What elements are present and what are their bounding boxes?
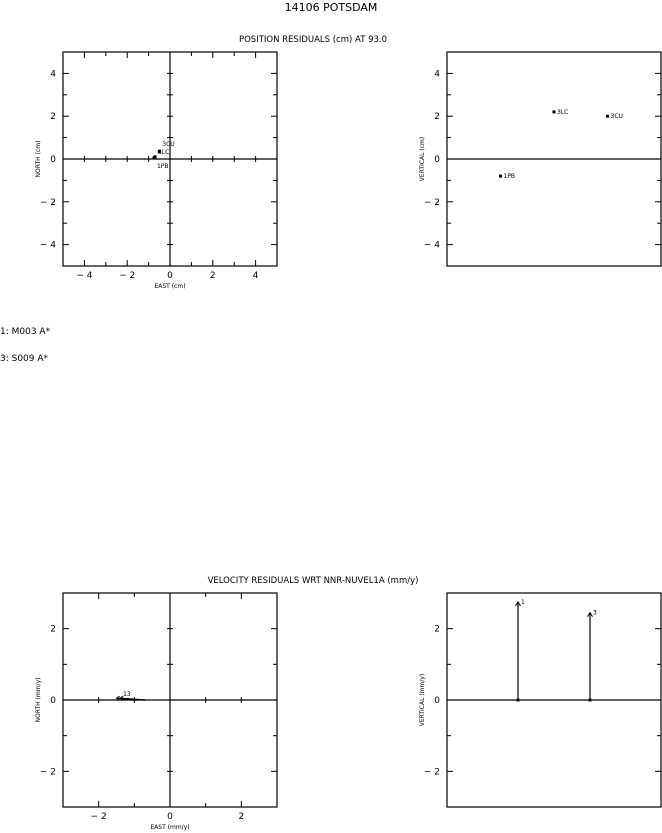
data-point-3CU [157,150,161,154]
x-tick-label: 0 [167,812,173,822]
point-label-3CU: 3CU [162,141,174,148]
point-label-3LC: 3LC [158,149,169,156]
vector-origin [516,698,520,702]
y-tick-label: 0 [50,696,56,706]
station-legend: 1: M003 A* 3: S009 A* [0,310,50,373]
point-label-1PB: 1PB [504,173,516,180]
y-tick-label: 0 [50,155,56,165]
y-tick-label: − 4 [40,241,56,251]
velocity-title: VELOCITY RESIDUALS WRT NNR-NUVEL1A (mm/y… [208,576,419,586]
x-tick-label: − 2 [119,271,135,281]
y-axis-label: VERTICAL (cm) [419,137,426,181]
y-tick-label: 0 [434,155,440,165]
y-tick-label: 2 [434,112,440,122]
arrowhead-1 [515,600,521,607]
arrowhead-3 [119,695,124,701]
y-tick-label: − 2 [40,767,56,777]
arrowhead-1 [115,695,120,701]
point-label-3LC: 3LC [557,109,568,116]
y-tick-label: − 2 [424,767,440,777]
legend-item: 1: M003 A* [0,327,51,337]
x-tick-label: − 2 [91,812,107,822]
y-tick-label: 4 [434,69,440,79]
y-tick-label: 2 [50,112,56,122]
x-tick-label: 2 [210,271,216,281]
point-label-1PB: 1PB [157,163,169,170]
y-tick-label: 0 [434,696,440,706]
vector-labels: 13 [123,691,131,698]
x-tick-label: 2 [238,812,244,822]
data-point-3LC [552,110,556,114]
y-tick-label: 2 [434,625,440,635]
vector-label-1: 1 [521,599,525,606]
arrowhead-3 [587,611,593,617]
vector-origin [588,698,592,702]
x-axis-label: EAST (cm) [154,283,185,290]
data-point-1PB [152,156,156,160]
y-tick-label: − 2 [40,198,56,208]
position-title: POSITION RESIDUALS (cm) AT 93.0 [239,35,387,45]
point-label-3CU: 3CU [611,113,623,120]
y-axis-label: VERTICAL (mm/y) [419,674,426,727]
x-axis-label: EAST (mm/y) [150,824,189,831]
y-tick-label: 2 [50,625,56,635]
x-tick-label: − 4 [76,271,92,281]
legend-item: 3: S009 A* [0,354,49,364]
y-axis-label: NORTH (cm) [35,141,42,178]
data-point-1PB [499,174,502,178]
y-tick-label: 4 [50,69,56,79]
y-tick-label: − 2 [424,198,440,208]
x-tick-label: 4 [253,271,259,281]
velocity-vector-3 [119,697,138,701]
station-title: 14106 POTSDAM [285,1,378,14]
vector-label-3: 3 [593,610,597,617]
data-point-3CU [606,114,609,118]
x-tick-label: 0 [167,271,173,281]
y-axis-label: NORTH (mm/y) [35,678,42,723]
y-tick-label: − 4 [424,241,440,251]
